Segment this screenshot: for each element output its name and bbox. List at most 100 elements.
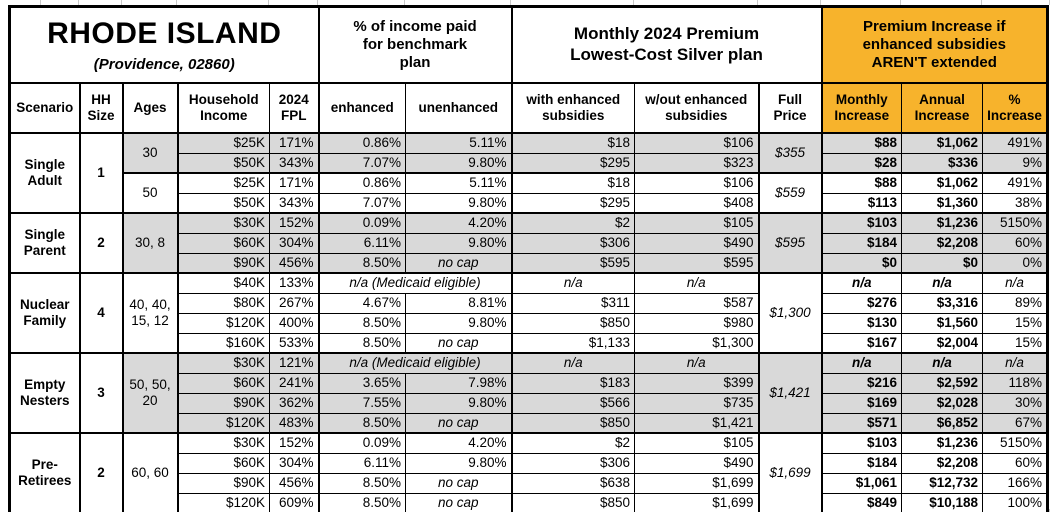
monthly-increase-cell[interactable]: $130 <box>820 312 902 334</box>
enhanced-cell[interactable]: 8.50% <box>317 312 406 334</box>
pct-increase-cell[interactable]: 89% <box>981 292 1049 314</box>
monthly-increase-cell[interactable]: $276 <box>820 292 902 314</box>
hh-size-cell[interactable]: 3 <box>78 352 123 434</box>
enhanced-cell[interactable]: 3.65% <box>317 372 406 394</box>
scenario-cell[interactable]: Pre-Retirees <box>9 431 80 512</box>
wo-subsidies-cell[interactable]: $980 <box>634 312 759 334</box>
ages-cell[interactable]: 60, 60 <box>121 431 178 512</box>
col-header-wo-subsidies[interactable]: w/out enhanced subsidies <box>634 82 759 134</box>
fpl-cell[interactable]: 171% <box>269 132 319 154</box>
group-header-pct-income[interactable]: % of income paid for benchmark plan <box>317 6 512 84</box>
monthly-increase-cell[interactable]: $184 <box>820 232 902 254</box>
wo-subsidies-cell[interactable]: $1,699 <box>634 472 759 494</box>
income-cell[interactable]: $25K <box>176 132 270 154</box>
wo-subsidies-cell[interactable]: $735 <box>634 392 759 414</box>
annual-increase-cell[interactable]: n/a <box>901 272 983 294</box>
monthly-increase-cell[interactable]: $113 <box>820 192 902 214</box>
unenhanced-cell[interactable]: no cap <box>405 412 512 434</box>
annual-increase-cell[interactable]: $2,208 <box>901 452 983 474</box>
income-cell[interactable]: $60K <box>176 452 270 474</box>
wo-subsidies-cell[interactable]: $105 <box>634 212 759 234</box>
fpl-cell[interactable]: 133% <box>269 272 319 294</box>
full-price-cell[interactable]: $1,699 <box>757 431 822 512</box>
monthly-increase-cell[interactable]: n/a <box>820 272 902 294</box>
with-subsidies-cell[interactable]: n/a <box>510 352 635 374</box>
fpl-cell[interactable]: 152% <box>269 432 319 454</box>
pct-increase-cell[interactable]: 491% <box>981 172 1049 194</box>
income-cell[interactable]: $30K <box>176 352 270 374</box>
pct-increase-cell[interactable]: 9% <box>981 152 1049 174</box>
income-cell[interactable]: $90K <box>176 472 270 494</box>
col-header-enhanced[interactable]: enhanced <box>317 82 406 134</box>
wo-subsidies-cell[interactable]: $587 <box>634 292 759 314</box>
with-subsidies-cell[interactable]: $566 <box>510 392 635 414</box>
income-cell[interactable]: $90K <box>176 392 270 414</box>
pct-increase-cell[interactable]: 166% <box>981 472 1049 494</box>
monthly-increase-cell[interactable]: $28 <box>820 152 902 174</box>
enhanced-cell[interactable]: 8.50% <box>317 252 406 274</box>
hh-size-cell[interactable]: 2 <box>78 431 123 512</box>
income-cell[interactable]: $80K <box>176 292 270 314</box>
fpl-cell[interactable]: 400% <box>269 312 319 334</box>
unenhanced-cell[interactable]: 5.11% <box>405 132 512 154</box>
income-cell[interactable]: $120K <box>176 312 270 334</box>
wo-subsidies-cell[interactable]: $106 <box>634 132 759 154</box>
fpl-cell[interactable]: 152% <box>269 212 319 234</box>
with-subsidies-cell[interactable]: $18 <box>510 172 635 194</box>
col-header-annual-increase[interactable]: Annual Increase <box>901 82 983 134</box>
unenhanced-cell[interactable]: no cap <box>405 492 512 512</box>
unenhanced-cell[interactable]: 4.20% <box>405 432 512 454</box>
wo-subsidies-cell[interactable]: $1,699 <box>634 492 759 512</box>
annual-increase-cell[interactable]: $1,236 <box>901 212 983 234</box>
ages-cell[interactable]: 50 <box>121 172 178 214</box>
pct-increase-cell[interactable]: 67% <box>981 412 1049 434</box>
income-cell[interactable]: $120K <box>176 412 270 434</box>
medicaid-note-cell[interactable]: n/a (Medicaid eligible) <box>317 352 512 374</box>
ages-cell[interactable]: 50, 50, 20 <box>121 352 178 434</box>
annual-increase-cell[interactable]: $6,852 <box>901 412 983 434</box>
with-subsidies-cell[interactable]: $306 <box>510 452 635 474</box>
monthly-increase-cell[interactable]: n/a <box>820 352 902 374</box>
col-header-fpl[interactable]: 2024 FPL <box>269 82 319 134</box>
monthly-increase-cell[interactable]: $103 <box>820 432 902 454</box>
income-cell[interactable]: $30K <box>176 212 270 234</box>
enhanced-cell[interactable]: 6.11% <box>317 232 406 254</box>
income-cell[interactable]: $25K <box>176 172 270 194</box>
annual-increase-cell[interactable]: $336 <box>901 152 983 174</box>
pct-increase-cell[interactable]: 100% <box>981 492 1049 512</box>
income-cell[interactable]: $120K <box>176 492 270 512</box>
fpl-cell[interactable]: 304% <box>269 232 319 254</box>
wo-subsidies-cell[interactable]: $490 <box>634 452 759 474</box>
full-price-cell[interactable]: $595 <box>757 212 822 274</box>
income-cell[interactable]: $160K <box>176 332 270 354</box>
wo-subsidies-cell[interactable]: $399 <box>634 372 759 394</box>
col-header-household-income[interactable]: Household Income <box>176 82 270 134</box>
wo-subsidies-cell[interactable]: $490 <box>634 232 759 254</box>
scenario-cell[interactable]: Empty Nesters <box>9 352 80 434</box>
fpl-cell[interactable]: 267% <box>269 292 319 314</box>
unenhanced-cell[interactable]: 5.11% <box>405 172 512 194</box>
with-subsidies-cell[interactable]: $595 <box>510 252 635 274</box>
enhanced-cell[interactable]: 8.50% <box>317 332 406 354</box>
unenhanced-cell[interactable]: no cap <box>405 332 512 354</box>
wo-subsidies-cell[interactable]: n/a <box>634 272 759 294</box>
enhanced-cell[interactable]: 0.86% <box>317 172 406 194</box>
enhanced-cell[interactable]: 7.07% <box>317 152 406 174</box>
enhanced-cell[interactable]: 8.50% <box>317 412 406 434</box>
wo-subsidies-cell[interactable]: $595 <box>634 252 759 274</box>
wo-subsidies-cell[interactable]: $106 <box>634 172 759 194</box>
unenhanced-cell[interactable]: no cap <box>405 472 512 494</box>
scenario-cell[interactable]: Single Adult <box>9 132 80 214</box>
annual-increase-cell[interactable]: $12,732 <box>901 472 983 494</box>
enhanced-cell[interactable]: 8.50% <box>317 492 406 512</box>
pct-increase-cell[interactable]: 30% <box>981 392 1049 414</box>
col-header-hh-size[interactable]: HH Size <box>78 82 123 134</box>
enhanced-cell[interactable]: 7.07% <box>317 192 406 214</box>
wo-subsidies-cell[interactable]: n/a <box>634 352 759 374</box>
scenario-cell[interactable]: Nuclear Family <box>9 272 80 354</box>
with-subsidies-cell[interactable]: $638 <box>510 472 635 494</box>
income-cell[interactable]: $40K <box>176 272 270 294</box>
with-subsidies-cell[interactable]: $850 <box>510 312 635 334</box>
fpl-cell[interactable]: 241% <box>269 372 319 394</box>
unenhanced-cell[interactable]: 9.80% <box>405 312 512 334</box>
